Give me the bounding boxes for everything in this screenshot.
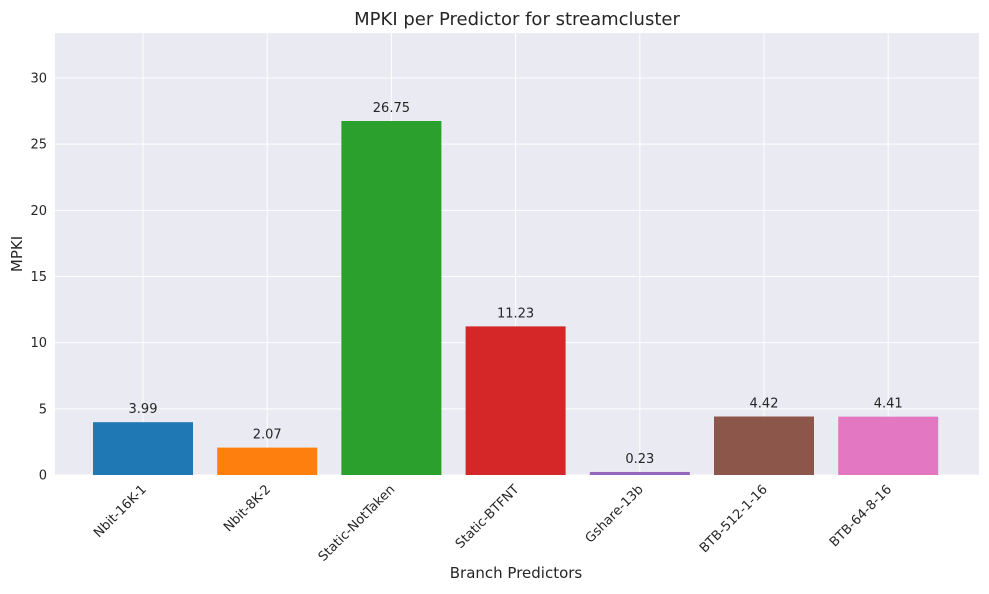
bar — [589, 471, 690, 475]
chart-title: MPKI per Predictor for streamcluster — [354, 9, 680, 30]
y-axis-label: MPKI — [8, 236, 26, 272]
y-tick-label: 5 — [39, 402, 47, 417]
y-tick-label: 20 — [30, 204, 47, 219]
x-tick-label: BTB-64-8-16 — [827, 482, 895, 550]
bar — [341, 121, 442, 475]
y-tick-label: 15 — [30, 270, 47, 285]
bar-value-label: 3.99 — [129, 402, 158, 417]
bar — [838, 416, 939, 475]
bar — [714, 416, 814, 475]
x-tick-label: Static-BTFNT — [453, 482, 523, 552]
bar — [217, 447, 318, 475]
bar — [93, 422, 193, 475]
bar-value-label: 4.41 — [874, 397, 903, 412]
x-tick-label: BTB-512-1-16 — [697, 482, 771, 556]
bar-value-label: 2.07 — [253, 428, 282, 443]
x-tick-label: Nbit-16K-1 — [91, 482, 150, 541]
y-tick-label: 25 — [30, 138, 47, 153]
bars — [93, 121, 939, 475]
x-axis-label: Branch Predictors — [450, 564, 583, 582]
bar-value-label: 4.42 — [750, 397, 779, 412]
data-labels: 3.99 2.07 26.75 11.23 0.23 4.42 4.41 — [129, 101, 903, 467]
y-tick-label: 10 — [30, 336, 47, 351]
x-tick-label: Static-NotTaken — [316, 482, 399, 565]
x-tick-label: Nbit-8K-2 — [221, 482, 274, 535]
x-tick-label: Gshare-13b — [583, 482, 647, 546]
bar — [465, 326, 566, 475]
y-tick-label: 30 — [30, 71, 47, 86]
bar-value-label: 0.23 — [625, 452, 654, 467]
y-tick-label: 0 — [39, 469, 47, 484]
bar-value-label: 11.23 — [497, 306, 534, 321]
bar-value-label: 26.75 — [373, 101, 410, 116]
